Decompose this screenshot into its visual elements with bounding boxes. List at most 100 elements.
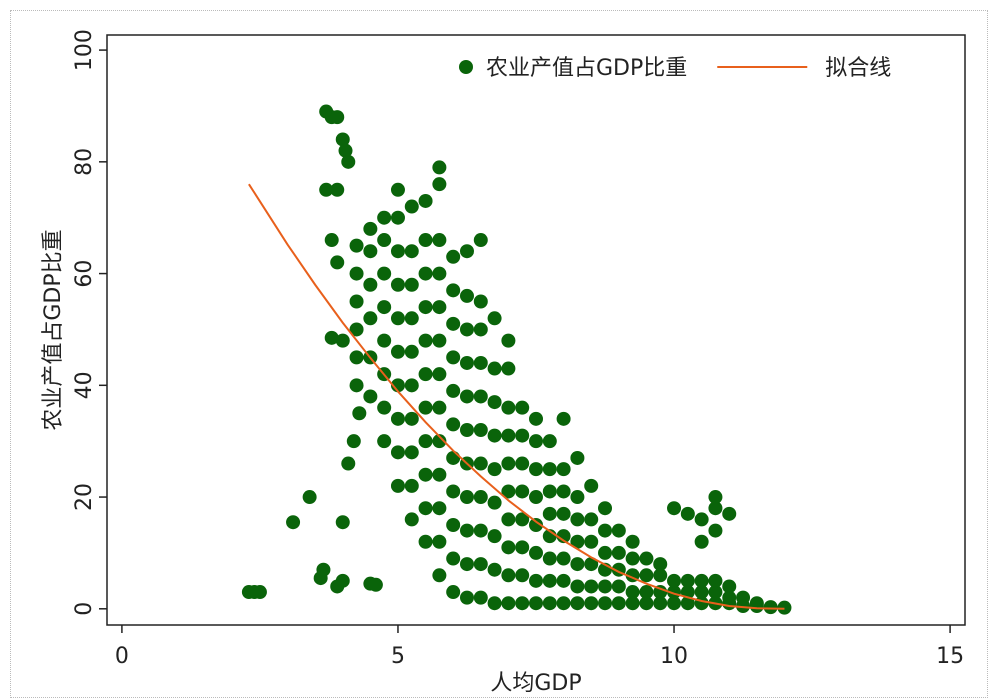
- scatter-point: [556, 484, 571, 499]
- scatter-point: [404, 277, 419, 292]
- scatter-point: [473, 294, 488, 309]
- scatter-point: [570, 450, 585, 465]
- scatter-point: [542, 596, 557, 611]
- scatter-point: [584, 557, 599, 572]
- scatter-point: [777, 600, 792, 615]
- y-tick-label: 60: [72, 260, 97, 288]
- scatter-point: [570, 596, 585, 611]
- scatter-point: [368, 577, 383, 592]
- scatter-point: [418, 467, 433, 482]
- scatter-point: [324, 330, 339, 345]
- scatter-point: [584, 478, 599, 493]
- scatter-point: [346, 434, 361, 449]
- scatter-point: [404, 478, 419, 493]
- scatter-point: [556, 411, 571, 426]
- scatter-point: [446, 517, 461, 532]
- scatter-point: [377, 400, 392, 415]
- scatter-point: [473, 557, 488, 572]
- scatter-point: [487, 562, 502, 577]
- scatter-point: [515, 428, 530, 443]
- scatter-point: [459, 523, 474, 538]
- scatter-point: [529, 596, 543, 611]
- scatter-point: [252, 585, 267, 600]
- scatter-point: [363, 389, 378, 404]
- scatter-point: [377, 434, 392, 449]
- scatter-point: [404, 244, 419, 259]
- scatter-point: [446, 249, 461, 264]
- scatter-point: [349, 378, 364, 393]
- scatter-point: [404, 199, 419, 214]
- scatter-point: [625, 596, 640, 611]
- scatter-point: [432, 467, 447, 482]
- scatter-point: [473, 322, 488, 337]
- scatter-point: [542, 484, 557, 499]
- scatter-point: [446, 316, 461, 331]
- scatter-point: [459, 389, 474, 404]
- scatter-point: [515, 568, 530, 583]
- scatter-point: [377, 210, 392, 225]
- scatter-point: [487, 462, 502, 477]
- scatter-point: [680, 573, 695, 588]
- x-axis-label: 人均GDP: [490, 671, 581, 696]
- scatter-point: [556, 506, 571, 521]
- scatter-point: [363, 311, 378, 326]
- scatter-point: [404, 411, 419, 426]
- scatter-point: [611, 545, 626, 560]
- scatter-point: [330, 182, 345, 197]
- scatter-point: [473, 523, 488, 538]
- scatter-point: [501, 456, 516, 471]
- scatter-point: [722, 590, 737, 605]
- scatter-point: [330, 110, 345, 125]
- scatter-point: [556, 551, 571, 566]
- scatter-point: [418, 266, 433, 281]
- scatter-point: [667, 596, 682, 611]
- scatter-point: [515, 400, 530, 415]
- scatter-point: [515, 484, 530, 499]
- scatter-point: [487, 311, 502, 326]
- scatter-point: [459, 423, 474, 438]
- scatter-point: [570, 490, 585, 505]
- scatter-point: [390, 244, 405, 259]
- scatter-point: [501, 512, 516, 527]
- scatter-point: [446, 417, 461, 432]
- scatter-point: [459, 590, 474, 605]
- scatter-point: [377, 333, 392, 348]
- scatter-point: [377, 300, 392, 315]
- scatter-point: [529, 545, 543, 560]
- x-tick-label: 0: [115, 644, 129, 669]
- scatter-point: [459, 244, 474, 259]
- scatter-point: [529, 411, 543, 426]
- scatter-point: [515, 512, 530, 527]
- scatter-point: [694, 534, 709, 549]
- scatter-point: [432, 434, 447, 449]
- scatter-point: [598, 523, 613, 538]
- scatter-point: [319, 182, 334, 197]
- scatter-point: [286, 515, 301, 530]
- plot-layer: [241, 104, 792, 615]
- scatter-point: [377, 266, 392, 281]
- scatter-point: [418, 233, 433, 248]
- scatter-point: [349, 294, 364, 309]
- scatter-point: [611, 523, 626, 538]
- scatter-point: [584, 579, 599, 594]
- scatter-point: [529, 573, 543, 588]
- scatter-point: [653, 596, 668, 611]
- scatter-point: [487, 361, 502, 376]
- scatter-point: [653, 557, 668, 572]
- scatter-point: [473, 456, 488, 471]
- scatter-point: [515, 596, 530, 611]
- scatter-point: [598, 596, 613, 611]
- scatter-point: [722, 579, 737, 594]
- scatter-point: [708, 585, 723, 600]
- scatter-point: [418, 300, 433, 315]
- scatter-point: [680, 596, 695, 611]
- scatter-point: [432, 534, 447, 549]
- scatter-point: [542, 573, 557, 588]
- scatter-point: [680, 506, 695, 521]
- scatter-point: [667, 573, 682, 588]
- scatter-point: [377, 233, 392, 248]
- scatter-point: [390, 182, 405, 197]
- scatter-point: [501, 596, 516, 611]
- scatter-point: [694, 585, 709, 600]
- scatter-point: [324, 233, 339, 248]
